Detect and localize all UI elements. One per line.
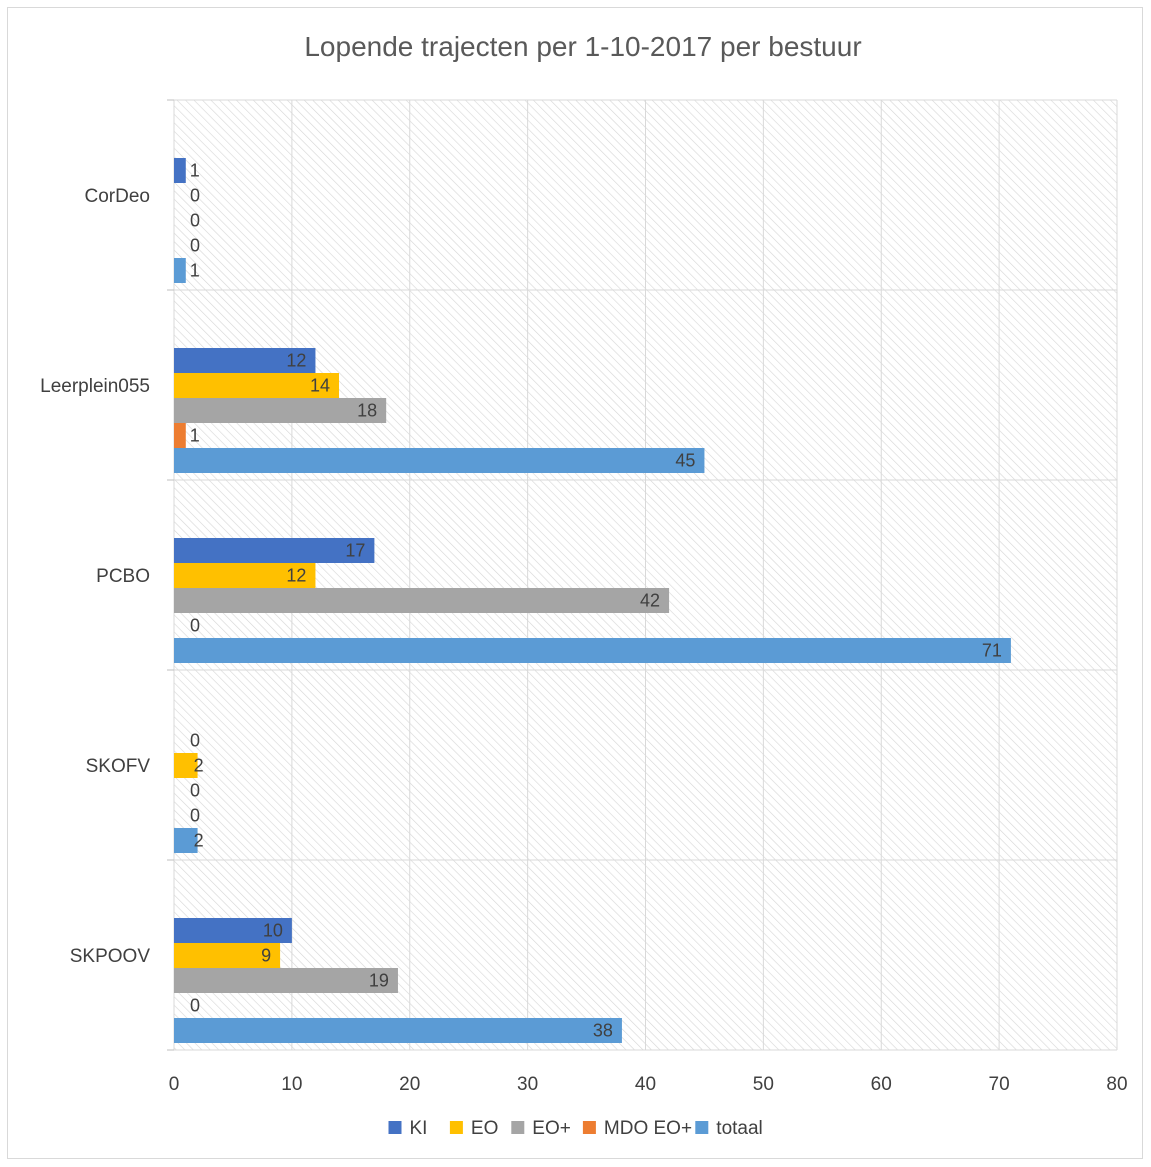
data-label: 0: [190, 186, 200, 206]
bar: [174, 1018, 622, 1043]
x-tick-label: 20: [399, 1074, 420, 1095]
category-label: SKOFV: [86, 756, 151, 777]
legend-swatch: [388, 1121, 402, 1134]
legend-label: EO: [471, 1118, 498, 1139]
bar: [174, 258, 186, 283]
x-tick-label: 80: [1106, 1074, 1127, 1095]
bar: [174, 753, 198, 778]
data-label: 0: [190, 781, 200, 801]
data-label: 17: [345, 541, 365, 561]
legend-label: totaal: [716, 1118, 762, 1139]
data-label: 12: [286, 351, 306, 371]
x-tick-label: 40: [635, 1074, 656, 1095]
category-label: PCBO: [96, 566, 150, 587]
data-label: 18: [357, 401, 377, 421]
bar: [174, 538, 375, 563]
legend-swatch: [582, 1121, 596, 1134]
legend-swatch: [511, 1121, 525, 1134]
x-tick-label: 60: [871, 1074, 892, 1095]
data-label: 2: [194, 756, 204, 776]
bar: [174, 828, 198, 853]
legend-swatch: [449, 1121, 463, 1134]
data-label: 2: [194, 831, 204, 851]
category-label: CorDeo: [85, 186, 150, 207]
bar: [174, 968, 398, 993]
bar: [174, 638, 1011, 663]
legend-label: KI: [410, 1118, 428, 1139]
chart-title: Lopende trajecten per 1-10-2017 per best…: [304, 31, 861, 62]
legend: KI EO EO+ MDO EO+ totaal: [388, 1118, 763, 1139]
bar: [174, 158, 186, 183]
x-tick-label: 50: [753, 1074, 774, 1095]
data-label: 1: [190, 426, 200, 446]
data-label: 38: [593, 1021, 613, 1041]
data-label: 42: [640, 591, 660, 611]
category-label: Leerplein055: [40, 376, 150, 397]
data-label: 0: [190, 236, 200, 256]
x-tick-label: 0: [169, 1074, 180, 1095]
bar: [174, 588, 670, 613]
legend-swatch: [695, 1121, 709, 1134]
bar: [174, 563, 316, 588]
bar: [174, 943, 281, 968]
data-label: 0: [190, 731, 200, 751]
bar: [174, 423, 186, 448]
data-label: 1: [190, 161, 200, 181]
data-label: 0: [190, 806, 200, 826]
bar: [174, 373, 340, 398]
data-label: 14: [310, 376, 330, 396]
legend-label: EO+: [532, 1118, 571, 1139]
data-label: 45: [675, 451, 695, 471]
legend-label: MDO EO+: [604, 1118, 692, 1139]
bar: [174, 348, 316, 373]
value-axis: 0 10 20 30 40 50 60 70 80: [169, 1074, 1128, 1095]
bar: [174, 398, 387, 423]
bar: [174, 448, 705, 473]
data-label: 19: [369, 971, 389, 991]
data-label: 10: [263, 921, 283, 941]
bars: [174, 158, 1011, 1043]
bar: [174, 918, 292, 943]
category-label: SKPOOV: [70, 946, 151, 967]
data-label: 0: [190, 211, 200, 231]
data-label: 1: [190, 261, 200, 281]
category-axis: CorDeo Leerplein055 PCBO SKOFV SKPOOV: [40, 186, 150, 967]
data-label: 71: [982, 641, 1002, 661]
data-label: 12: [286, 566, 306, 586]
data-label: 0: [190, 996, 200, 1016]
data-label: 0: [190, 616, 200, 636]
data-label: 9: [261, 946, 271, 966]
x-tick-label: 70: [989, 1074, 1010, 1095]
x-tick-label: 10: [281, 1074, 302, 1095]
x-tick-label: 30: [517, 1074, 538, 1095]
